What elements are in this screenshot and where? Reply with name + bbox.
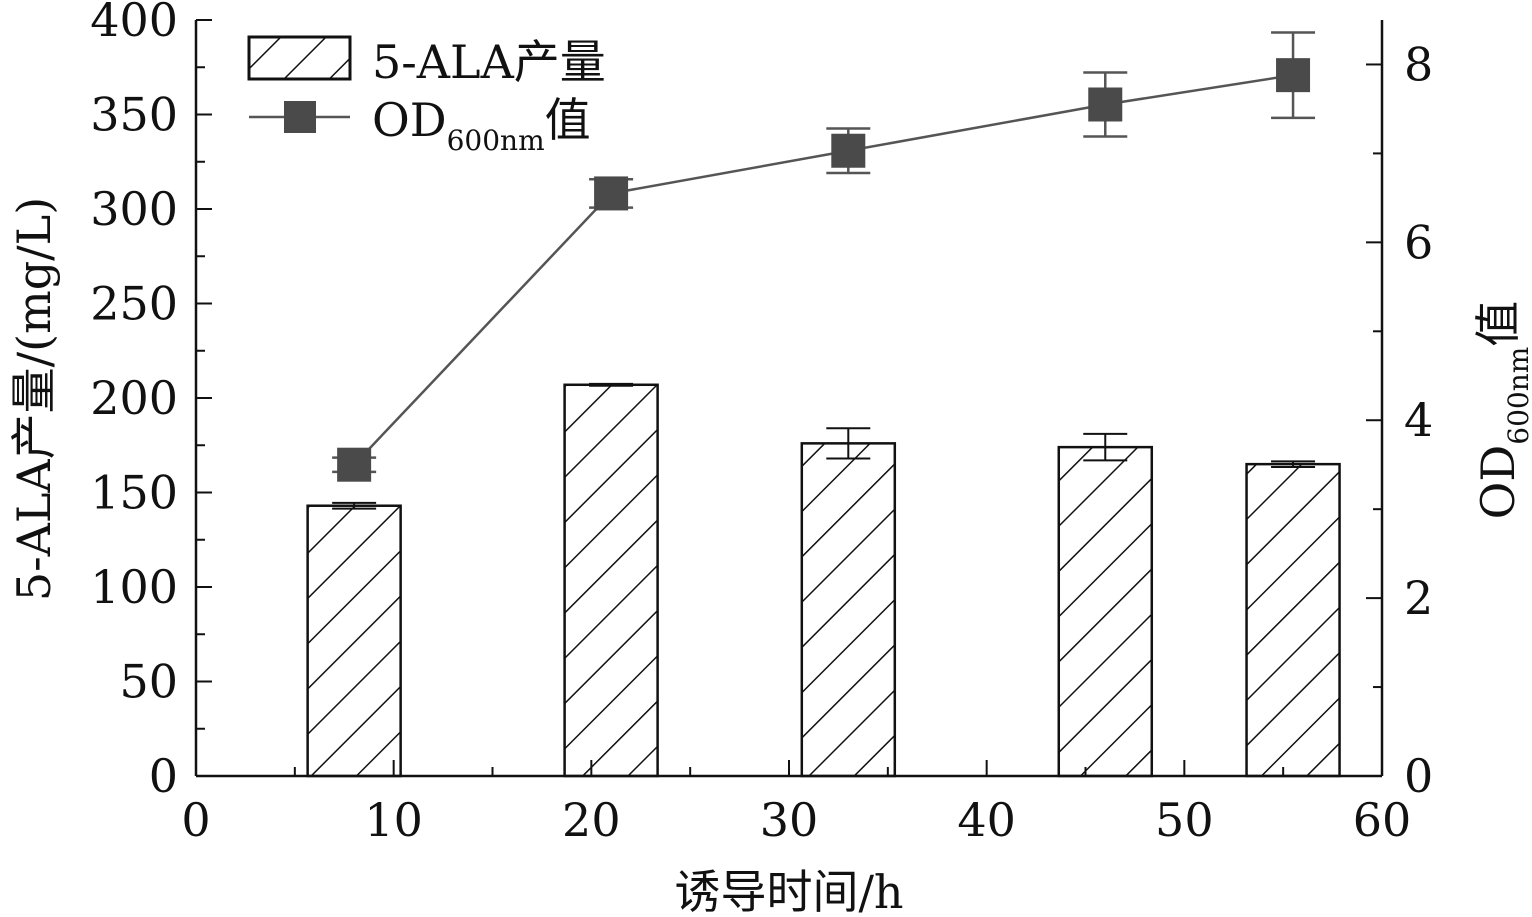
y-left-tick-label-3: 150 (90, 466, 178, 520)
bar-error-3 (1083, 432, 1128, 462)
bar-4 (1245, 462, 1341, 778)
od-point-2 (831, 133, 866, 168)
legend-label-yield: 5-ALA产量 (372, 35, 606, 89)
bar-error-1 (589, 382, 634, 387)
bar-error-4 (1271, 460, 1316, 468)
y-left-tick-label-0: 0 (149, 749, 178, 803)
y-left-tick-label-6: 300 (90, 182, 178, 236)
od-point-4 (1276, 58, 1311, 93)
x-tick-label-4: 40 (957, 793, 1016, 847)
y-left-tick-label-4: 200 (90, 371, 178, 425)
y-right-tick-label-2: 4 (1404, 393, 1433, 447)
y-left-tick-label-1: 50 (119, 655, 178, 709)
right-title-main: OD (1471, 445, 1525, 520)
bar-error-2 (826, 427, 871, 460)
legend-bar-swatch (247, 35, 352, 81)
y-left-tick-label-2: 100 (90, 560, 178, 614)
od-line-series (332, 31, 1316, 482)
y-right-tick-label-1: 2 (1404, 571, 1433, 625)
bar-0 (306, 504, 402, 778)
od-point-1 (594, 176, 629, 211)
y-axis-left-title: 5-ALA产量/(mg/L) (7, 197, 61, 601)
legend-square-marker (284, 101, 316, 133)
y-right-tick-label-3: 6 (1404, 215, 1433, 269)
right-title-suffix: 值 (1471, 301, 1525, 347)
right-title-sub: 600nm (1502, 347, 1532, 445)
legend-od-sub: 600nm (447, 124, 545, 157)
x-tick-label-5: 50 (1155, 793, 1214, 847)
bar-1 (563, 383, 659, 778)
bar-3 (1057, 445, 1154, 778)
legend: 5-ALA产量 OD600nm值 (247, 35, 606, 157)
x-tick-label-1: 10 (364, 793, 423, 847)
x-tick-label-0: 0 (181, 793, 210, 847)
bar-2 (800, 442, 897, 778)
bar-error-0 (332, 501, 377, 510)
y-left-tick-label-7: 350 (90, 88, 178, 142)
legend-od-suffix: 值 (545, 93, 591, 147)
y-left-tick-label-8: 400 (90, 0, 178, 47)
x-axis-title: 诱导时间/h (674, 865, 903, 917)
legend-label-od: OD600nm值 (372, 93, 591, 157)
x-tick-label-2: 20 (562, 793, 621, 847)
axes: 0 10 20 30 40 50 60050100150200250300350400024… (90, 0, 1433, 847)
legend-od-main: OD (372, 93, 447, 147)
bar-series (306, 382, 1341, 778)
od-point-3 (1088, 87, 1123, 122)
y-right-tick-label-0: 0 (1404, 749, 1433, 803)
y-right-tick-label-4: 8 (1404, 37, 1433, 91)
od-point-0 (337, 447, 372, 482)
x-tick-label-3: 30 (760, 793, 819, 847)
y-axis-right-title: OD600nm值 (1471, 301, 1532, 520)
x-tick-label-6: 60 (1353, 793, 1412, 847)
y-left-tick-label-5: 250 (90, 277, 178, 331)
